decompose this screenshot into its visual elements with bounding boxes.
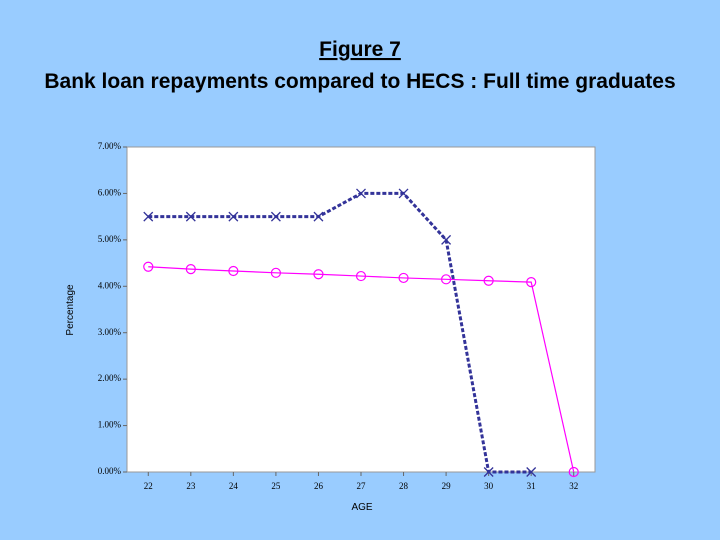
point-marker xyxy=(313,211,324,222)
y-tick-label: 0.00% xyxy=(98,466,122,476)
point-marker xyxy=(483,275,494,286)
point-marker xyxy=(228,211,239,222)
x-axis-label: AGE xyxy=(351,502,372,513)
point-marker xyxy=(398,188,409,199)
series-line xyxy=(148,266,575,473)
chart-title: Figure 7 xyxy=(319,38,401,61)
x-tick-label: 30 xyxy=(484,481,494,491)
point-marker xyxy=(185,211,196,222)
y-axis-label: Percentage xyxy=(65,284,76,336)
chart-subtitle: Bank loan repayments compared to HECS : … xyxy=(44,70,675,93)
x-tick-label: 25 xyxy=(271,481,281,491)
y-tick-label: 6.00% xyxy=(98,187,122,197)
point-marker xyxy=(185,264,196,275)
x-tick-label: 27 xyxy=(357,481,367,491)
point-marker xyxy=(441,234,452,245)
point-marker xyxy=(483,467,494,477)
point-marker xyxy=(270,267,282,278)
x-tick-label: 23 xyxy=(186,481,196,491)
point-marker xyxy=(398,272,409,284)
point-marker xyxy=(526,467,537,477)
x-tick-label: 22 xyxy=(144,481,153,491)
y-tick-label: 5.00% xyxy=(98,234,122,244)
y-tick-label: 7.00% xyxy=(98,141,122,151)
x-tick-label: 28 xyxy=(399,481,409,491)
point-marker xyxy=(568,466,579,478)
y-tick-label: 2.00% xyxy=(98,373,122,383)
point-marker xyxy=(313,269,324,280)
point-marker xyxy=(440,274,452,285)
point-marker xyxy=(355,270,367,282)
x-tick-label: 24 xyxy=(229,481,239,491)
point-marker xyxy=(228,265,239,277)
plot-area xyxy=(126,146,596,473)
point-marker xyxy=(270,211,281,222)
y-tick-label: 3.00% xyxy=(98,327,122,337)
point-marker xyxy=(143,211,154,222)
x-tick-label: 26 xyxy=(314,481,324,491)
series-line xyxy=(148,191,532,474)
x-tick-label: 32 xyxy=(569,481,578,491)
y-tick-label: 4.00% xyxy=(98,280,122,290)
x-tick-label: 29 xyxy=(442,481,452,491)
point-marker xyxy=(356,188,366,199)
point-marker xyxy=(526,277,537,288)
point-marker xyxy=(143,261,154,272)
y-tick-label: 1.00% xyxy=(98,420,122,430)
x-tick-label: 31 xyxy=(527,481,536,491)
